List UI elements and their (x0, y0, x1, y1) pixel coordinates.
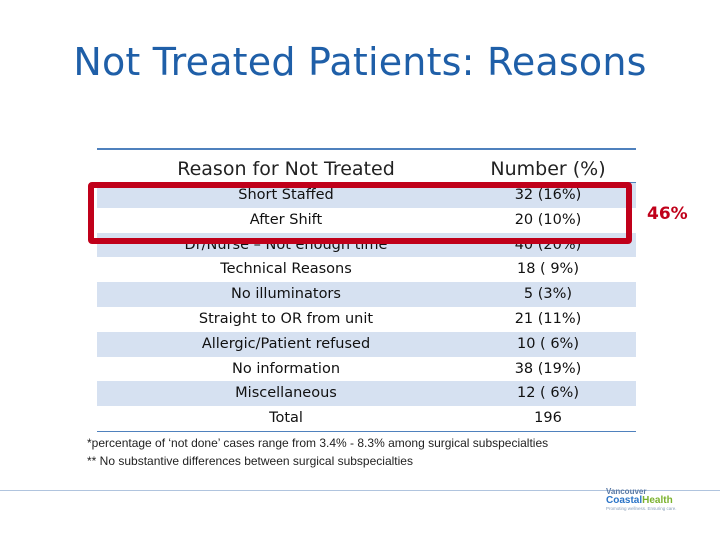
row-number: 32 (16%) (514, 187, 582, 203)
row-reason: No information (231, 360, 341, 377)
row-number: 5 (3%) (523, 286, 573, 303)
row-number: 10 ( 6%) (517, 335, 579, 352)
footnote-1: *percentage of ‘not done’ cases range fr… (87, 436, 549, 450)
page-title: Not Treated Patients: Reasons (73, 40, 647, 84)
table-row-total: Total 196 (97, 406, 636, 432)
row-reason: Total (269, 410, 303, 427)
table-header: Reason for Not Treated Number (%) (97, 150, 636, 183)
row-reason: Short Staffed (238, 187, 334, 203)
footer-divider (0, 490, 720, 491)
row-reason: Technical Reasons (220, 261, 352, 278)
table-row: Allergic/Patient refused 10 ( 6%) (97, 331, 636, 357)
logo-health: Health (642, 495, 673, 506)
row-reason: After Shift (249, 211, 323, 228)
row-number: 18 ( 9%) (517, 261, 579, 278)
row-number: 12 ( 6%) (517, 385, 579, 402)
vch-logo: Vancouver CoastalHealth Promoting wellne… (606, 487, 710, 517)
row-reason: Allergic/Patient refused (201, 335, 371, 352)
table-row: No information 38 (19%) (97, 357, 636, 382)
table-row: Straight to OR from unit 21 (11%) (97, 307, 636, 332)
row-reason: Straight to OR from unit (198, 310, 374, 327)
logo-tagline: Promoting wellness. Ensuring care. (606, 506, 677, 511)
table-row: No illuminators 5 (3%) (97, 282, 636, 307)
table-row: Miscellaneous 12 ( 6%) (97, 381, 636, 407)
table-row: Technical Reasons 18 ( 9%) (97, 257, 636, 282)
highlight-box (88, 182, 632, 244)
row-reason: Miscellaneous (235, 385, 337, 402)
header-reason: Reason for Not Treated (177, 158, 395, 180)
logo-coastal: Coastal (606, 495, 643, 506)
row-reason: No illuminators (231, 286, 341, 303)
logo-line-2: CoastalHealth (606, 495, 710, 506)
row-number: 21 (11%) (514, 310, 582, 327)
logo-line-1: Vancouver (606, 487, 647, 496)
row-number: 196 (534, 410, 562, 427)
row-number: 20 (10%) (514, 211, 582, 228)
header-number: Number (%) (490, 158, 606, 180)
row-number: 38 (19%) (514, 360, 582, 377)
table-row: After Shift 20 (10%) (97, 208, 636, 233)
highlight-percent-label: 46% (647, 204, 688, 224)
footnote-2: ** No substantive differences between su… (87, 454, 413, 468)
